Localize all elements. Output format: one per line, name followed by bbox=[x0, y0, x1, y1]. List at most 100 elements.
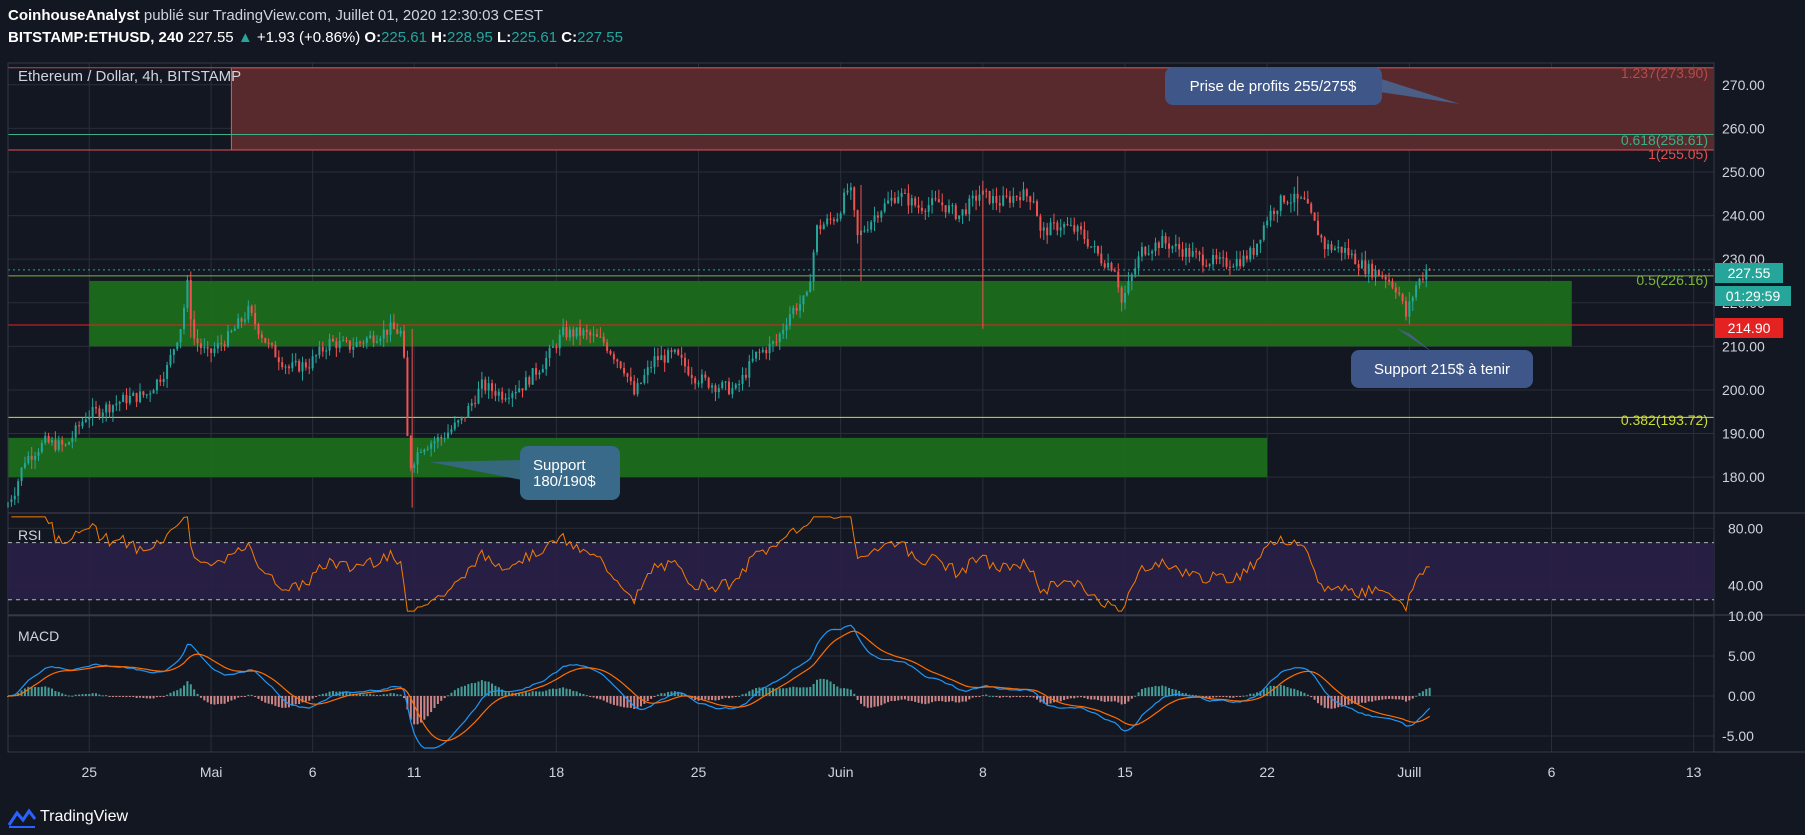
x-tick-label: Juin bbox=[828, 764, 854, 780]
candle-up bbox=[1266, 220, 1269, 226]
macd-histogram-bar bbox=[1191, 694, 1194, 696]
macd-histogram-bar bbox=[985, 694, 988, 696]
macd-histogram-bar bbox=[1228, 696, 1231, 698]
rsi-line bbox=[11, 516, 1430, 613]
series-legend[interactable]: Ethereum / Dollar, 4h, BITSTAMP bbox=[18, 68, 241, 85]
macd-histogram-bar bbox=[409, 696, 412, 720]
x-tick-label: 13 bbox=[1686, 764, 1702, 780]
macd-histogram-bar bbox=[1124, 696, 1127, 704]
macd-histogram-bar bbox=[1245, 695, 1248, 697]
macd-histogram-bar bbox=[704, 696, 707, 700]
candle-up bbox=[477, 388, 480, 404]
macd-histogram-bar bbox=[504, 691, 507, 696]
candle-up bbox=[785, 325, 788, 331]
candle-down bbox=[565, 327, 568, 338]
macd-histogram-bar bbox=[365, 694, 368, 696]
tradingview-brand[interactable]: TradingView bbox=[40, 808, 129, 825]
macd-histogram-bar bbox=[57, 691, 60, 696]
candle-down bbox=[1252, 247, 1255, 255]
y-tick-label: 210.00 bbox=[1722, 338, 1765, 354]
profit-callout[interactable]: Prise de profits 255/275$ bbox=[1165, 67, 1460, 105]
candle-down bbox=[1025, 189, 1028, 197]
candle-down bbox=[1306, 198, 1309, 204]
candle-down bbox=[937, 199, 940, 203]
macd-histogram-bar bbox=[271, 696, 274, 705]
candle-down bbox=[893, 197, 896, 203]
macd-histogram-bar bbox=[819, 678, 822, 696]
macd-histogram-bar bbox=[247, 694, 250, 696]
support-215-callout[interactable]: Support 215$ à tenir bbox=[1351, 328, 1533, 388]
macd-histogram-bar bbox=[111, 696, 114, 697]
candle-down bbox=[54, 440, 57, 450]
macd-histogram-bar bbox=[64, 694, 67, 696]
macd-histogram-bar bbox=[768, 687, 771, 696]
macd-histogram-bar bbox=[189, 684, 192, 696]
candle-up bbox=[369, 335, 372, 339]
rsi-tick-label: 80.00 bbox=[1728, 520, 1763, 536]
y-tick-label: 270.00 bbox=[1722, 77, 1765, 93]
author-name[interactable]: CoinhouseAnalyst bbox=[8, 7, 140, 24]
candle-down bbox=[440, 437, 443, 439]
support-180-callout[interactable]: Support 180/190$ bbox=[430, 446, 620, 500]
macd-histogram-bar bbox=[254, 696, 257, 697]
candle-up bbox=[1171, 246, 1174, 249]
macd-histogram-bar bbox=[95, 693, 98, 696]
macd-histogram-bar bbox=[948, 696, 951, 702]
candle-up bbox=[101, 412, 104, 417]
macd-histogram-bar bbox=[440, 696, 443, 701]
macd-histogram-bar bbox=[575, 691, 578, 696]
last-price: 227.55 bbox=[187, 29, 234, 46]
macd-histogram-bar bbox=[1066, 696, 1069, 700]
candle-down bbox=[677, 349, 680, 355]
tradingview-logo-icon[interactable] bbox=[8, 808, 36, 828]
macd-histogram-bar bbox=[267, 696, 270, 704]
macd-histogram-bar bbox=[30, 686, 33, 696]
macd-histogram-bar bbox=[887, 696, 890, 703]
macd-histogram-bar bbox=[1178, 690, 1181, 696]
candle-up bbox=[575, 327, 578, 337]
candle-down bbox=[856, 210, 859, 236]
macd-histogram-bar bbox=[1239, 696, 1242, 697]
macd-histogram-bar bbox=[782, 688, 785, 696]
candle-down bbox=[1036, 201, 1039, 217]
macd-histogram-bar bbox=[1347, 696, 1350, 705]
candle-up bbox=[724, 381, 727, 383]
candle-down bbox=[656, 356, 659, 361]
candle-down bbox=[528, 377, 531, 385]
price-chart[interactable]: 25 Mai 6 11 18 25 Juin 8 15 22 Juill 6 13 180.00 190.0… bbox=[0, 52, 1805, 799]
macd-histogram-bar bbox=[132, 696, 135, 697]
macd-histogram-bar bbox=[531, 691, 534, 696]
macd-histogram-bar bbox=[612, 696, 615, 705]
macd-histogram-bar bbox=[927, 696, 930, 704]
candle-up bbox=[1415, 285, 1418, 298]
candle-down bbox=[1195, 251, 1198, 253]
macd-label[interactable]: MACD bbox=[18, 628, 59, 644]
candle-down bbox=[260, 334, 263, 338]
candle-up bbox=[450, 429, 453, 433]
symbol-label[interactable]: BITSTAMP:ETHUSD, 240 bbox=[8, 29, 184, 46]
candle-up bbox=[809, 281, 812, 293]
macd-histogram-bar bbox=[1408, 696, 1411, 701]
macd-histogram-bar bbox=[108, 696, 111, 697]
candle-up bbox=[748, 361, 751, 378]
macd-histogram-bar bbox=[281, 696, 284, 708]
macd-histogram-bar bbox=[1293, 688, 1296, 696]
candle-down bbox=[1015, 196, 1018, 198]
candle-down bbox=[995, 196, 998, 204]
candle-down bbox=[108, 404, 111, 413]
macd-histogram-bar bbox=[335, 691, 338, 696]
candle-down bbox=[1228, 266, 1231, 268]
x-tick-label: 18 bbox=[549, 764, 565, 780]
candle-up bbox=[1130, 274, 1133, 282]
rsi-label[interactable]: RSI bbox=[18, 527, 41, 543]
candle-up bbox=[342, 340, 345, 342]
high-value: 228.95 bbox=[446, 29, 493, 46]
candle-up bbox=[453, 422, 456, 430]
macd-histogram-bar bbox=[711, 696, 714, 701]
candle-up bbox=[880, 211, 883, 218]
candle-down bbox=[1113, 270, 1116, 272]
candle-down bbox=[1364, 260, 1367, 275]
candle-up bbox=[227, 331, 230, 347]
candle-down bbox=[1008, 196, 1011, 203]
macd-histogram-bar bbox=[1272, 685, 1275, 696]
